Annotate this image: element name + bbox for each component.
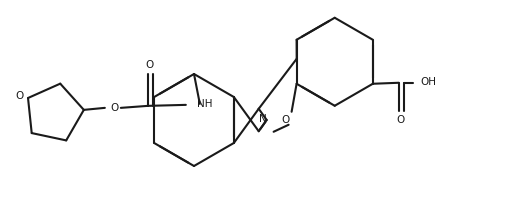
Text: OH: OH (421, 77, 437, 87)
Text: O: O (146, 60, 154, 70)
Text: NH: NH (197, 99, 213, 109)
Text: O: O (15, 91, 23, 101)
Text: N: N (259, 114, 267, 124)
Text: O: O (397, 115, 405, 125)
Text: O: O (282, 115, 289, 125)
Text: O: O (111, 103, 119, 113)
